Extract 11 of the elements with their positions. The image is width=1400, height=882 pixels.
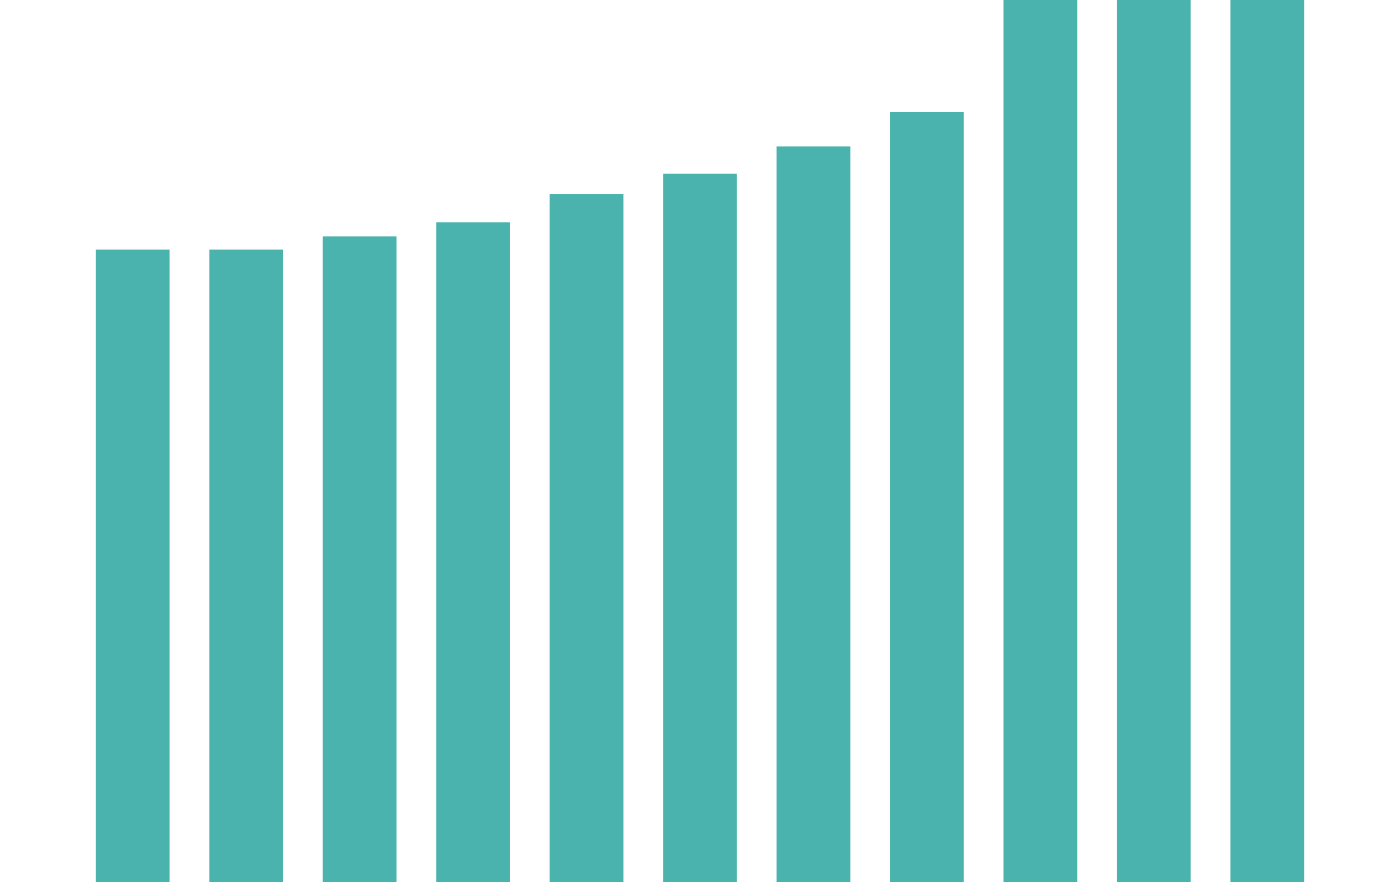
bar — [549, 194, 624, 882]
bar — [890, 112, 964, 882]
bar — [776, 146, 851, 882]
bar — [436, 222, 510, 882]
bar — [1003, 0, 1078, 882]
bar — [209, 249, 284, 882]
bar — [95, 249, 170, 882]
bar — [1116, 0, 1191, 882]
bar — [1230, 0, 1305, 882]
bar — [663, 173, 737, 882]
bar — [322, 236, 397, 882]
